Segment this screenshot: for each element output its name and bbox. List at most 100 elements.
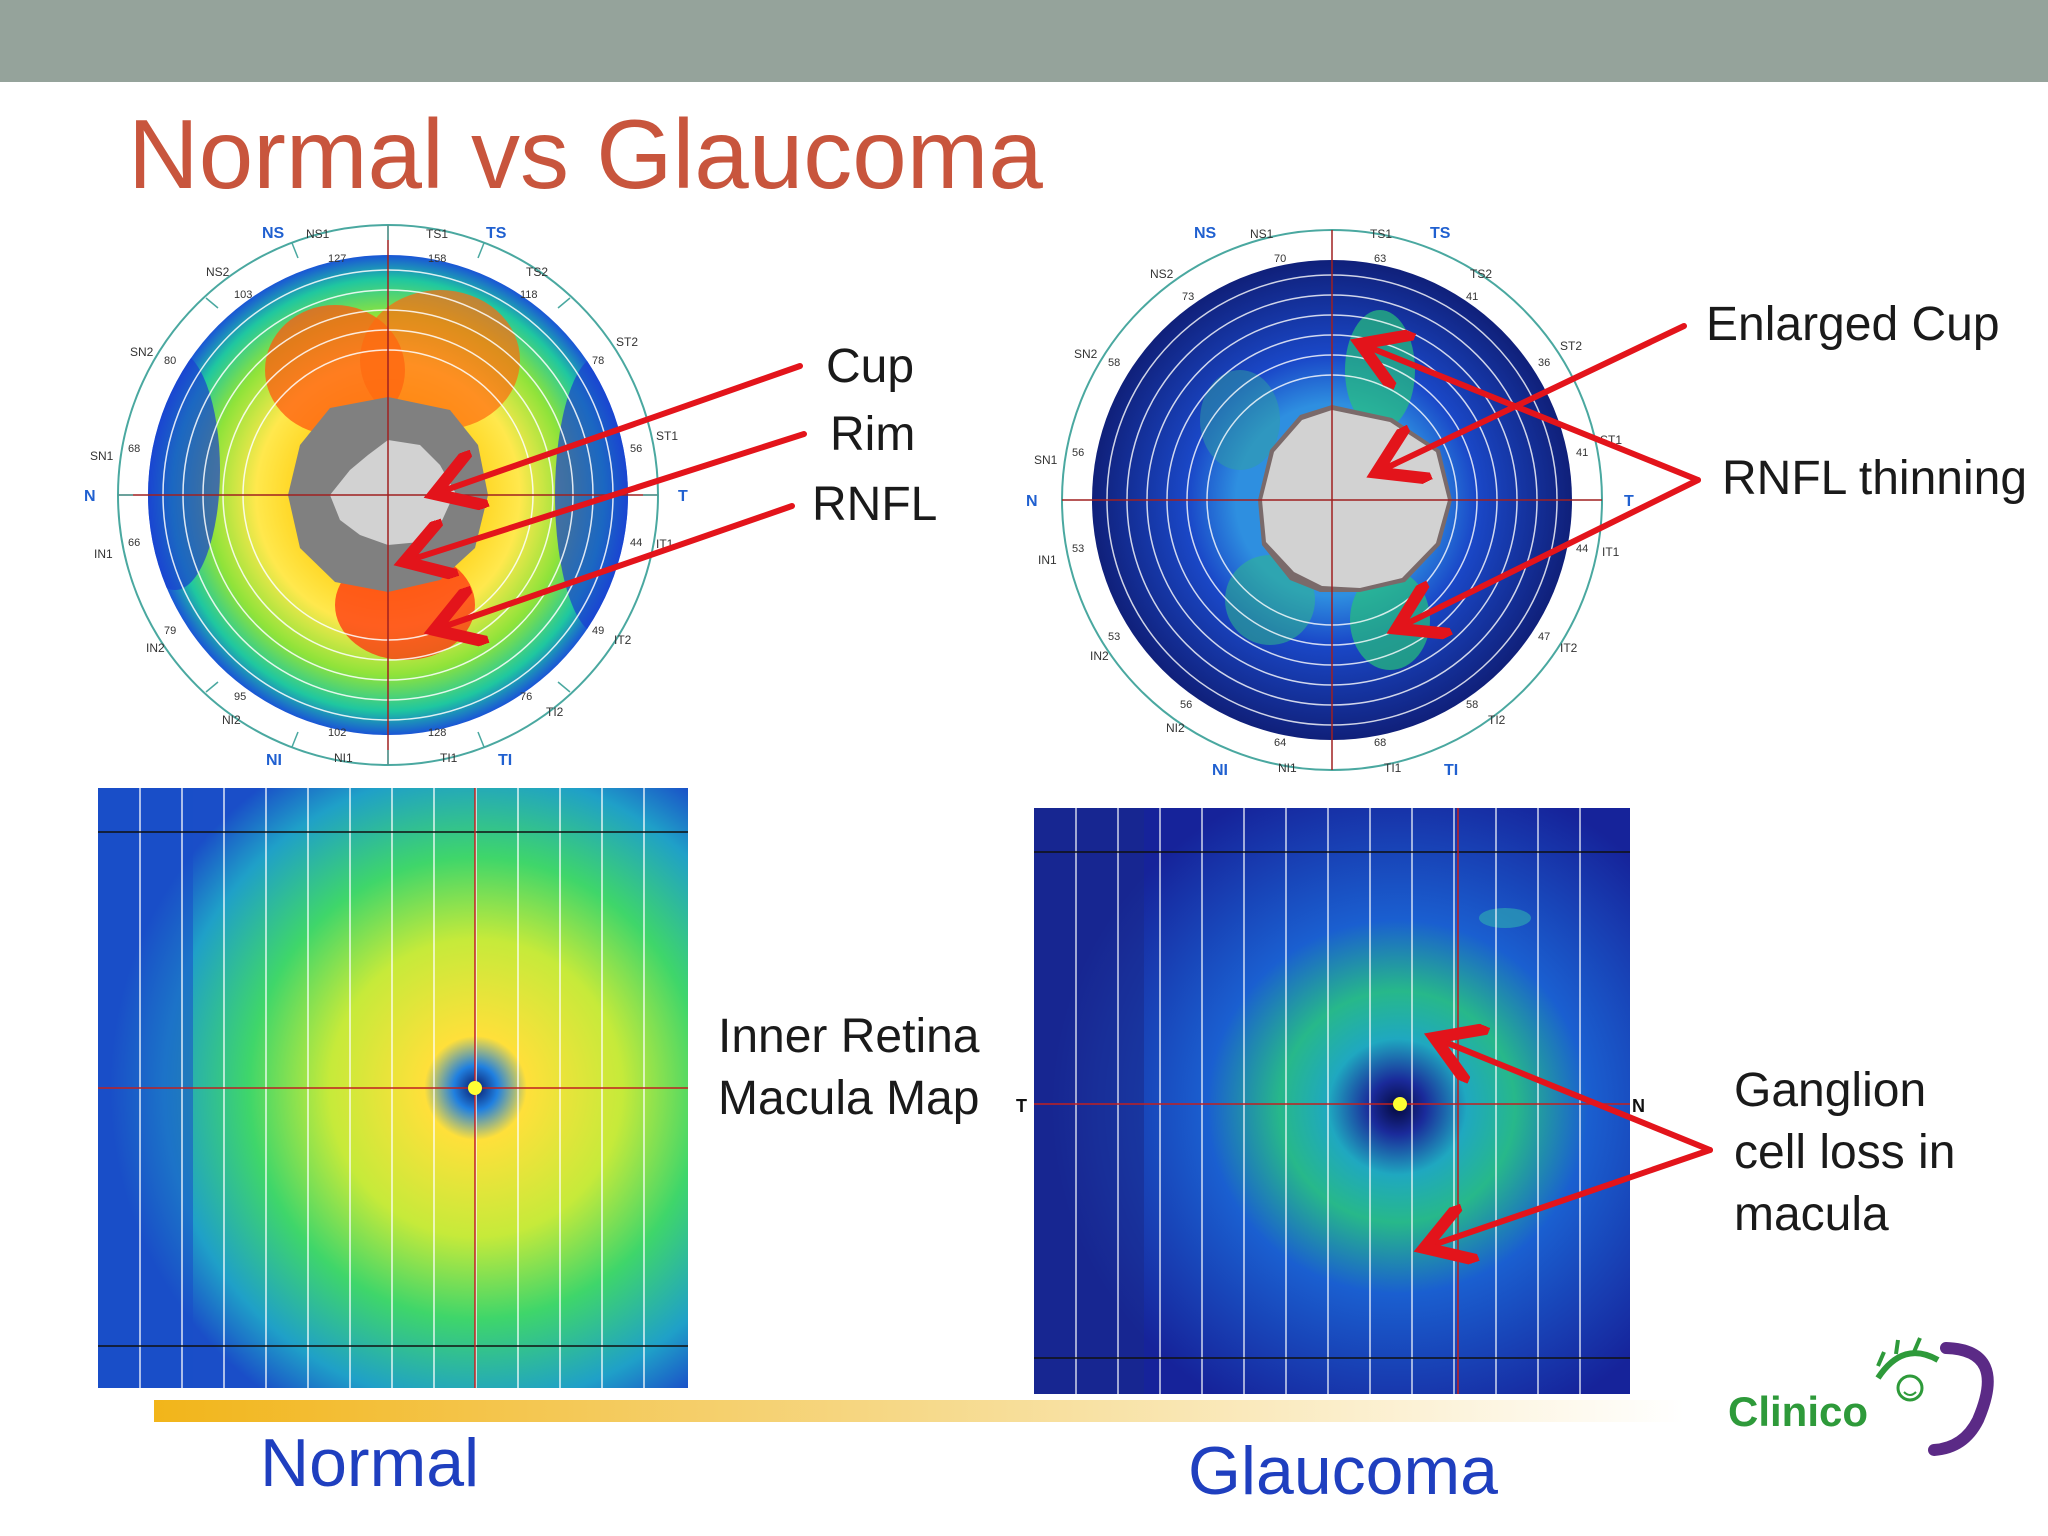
normal-sector-TS1: TS1 — [426, 227, 448, 241]
glaucoma-sector-SN2: SN2 — [1074, 347, 1098, 361]
normal-value-IT2: 49 — [592, 625, 604, 637]
normal-sector-NI2: NI2 — [222, 713, 241, 727]
glaucoma-value-NS2: 73 — [1182, 291, 1194, 303]
glaucoma-label-T: T — [1624, 493, 1634, 510]
slide-title: Normal vs Glaucoma — [128, 99, 1043, 209]
arrow-enlarged-cup — [1382, 323, 1687, 470]
glaucoma-map-label-t: T — [1016, 1096, 1027, 1116]
arrow-rnfl-thinning-upper — [1366, 346, 1701, 483]
label-enlarged-cup: Enlarged Cup — [1706, 298, 2000, 351]
glaucoma-value-TS2: 41 — [1466, 291, 1478, 303]
arrow-ganglion-lower — [1430, 1147, 1713, 1246]
normal-value-TS2: 118 — [520, 289, 538, 301]
glaucoma-sector-SN1: SN1 — [1034, 453, 1058, 467]
glaucoma-label-TS: TS — [1430, 225, 1451, 242]
normal-fovea-marker — [468, 1081, 482, 1095]
glaucoma-sector-TI2: TI2 — [1488, 713, 1506, 727]
normal-label-NS: NS — [262, 225, 285, 242]
glaucoma-sector-IN1: IN1 — [1038, 553, 1057, 567]
normal-value-IN2: 79 — [164, 625, 176, 637]
glaucoma-sector-ST2: ST2 — [1560, 339, 1582, 353]
normal-sector-NI1: NI1 — [334, 751, 353, 765]
normal-label-N: N — [84, 488, 96, 505]
caption-underline-bar — [154, 1400, 1684, 1422]
glaucoma-sector-TI1: TI1 — [1384, 761, 1402, 775]
normal-value-IN1: 66 — [128, 537, 140, 549]
annotation-arrows — [410, 323, 1713, 1246]
arrow-rnfl — [440, 503, 795, 628]
normal-sector-ticks — [118, 225, 658, 765]
normal-sector-IN2: IN2 — [146, 641, 165, 655]
glaucoma-value-SN2: 58 — [1108, 357, 1120, 369]
normal-value-SN2: 80 — [164, 355, 176, 367]
arrow-rnfl-thinning-lower — [1402, 477, 1701, 626]
glaucoma-value-IT2: 47 — [1538, 631, 1550, 643]
normal-label-T: T — [678, 488, 688, 505]
caption-glaucoma: Glaucoma — [1188, 1433, 1498, 1509]
glaucoma-sector-IT2: IT2 — [1560, 641, 1578, 655]
glaucoma-value-NI1: 64 — [1274, 737, 1286, 749]
normal-value-TS1: 158 — [428, 253, 446, 265]
logo-text: Clinico — [1728, 1388, 1869, 1435]
normal-value-NS1: 127 — [328, 253, 346, 265]
normal-value-IT1: 44 — [630, 537, 642, 549]
glaucoma-map-label-n: N — [1632, 1096, 1645, 1116]
label-rnfl: RNFL — [812, 478, 938, 531]
label-macula-map: Macula Map — [718, 1072, 980, 1125]
label-cup: Cup — [826, 340, 915, 393]
glaucoma-value-SN1: 56 — [1072, 447, 1084, 459]
glaucoma-value-TI2: 58 — [1466, 699, 1478, 711]
normal-sector-ST1: ST1 — [656, 429, 678, 443]
arrow-rim — [410, 431, 807, 560]
normal-label-TI: TI — [498, 752, 512, 769]
glaucoma-value-IN2: 53 — [1108, 631, 1120, 643]
normal-value-TI2: 76 — [520, 691, 532, 703]
normal-sector-SN2: SN2 — [130, 345, 154, 359]
normal-value-SN1: 68 — [128, 443, 140, 455]
arrow-ganglion-upper — [1440, 1040, 1713, 1153]
glaucoma-sector-NS1: NS1 — [1250, 227, 1274, 241]
glaucoma-value-NS1: 70 — [1274, 253, 1286, 265]
glaucoma-label-NI: NI — [1212, 762, 1228, 779]
glaucoma-sector-IN2: IN2 — [1090, 649, 1109, 663]
normal-label-NI: NI — [266, 752, 282, 769]
glaucoma-macula-gridlines — [1075, 808, 1581, 1394]
glaucoma-disc-diagram: NS TS N T NI TI NS1 TS1 NS2 TS2 ST2 SN2 … — [1026, 225, 1634, 779]
normal-sector-SN1: SN1 — [90, 449, 114, 463]
glaucoma-value-IT1: 44 — [1576, 543, 1588, 555]
glaucoma-sector-NS2: NS2 — [1150, 267, 1174, 281]
normal-sector-TS2: TS2 — [526, 265, 548, 279]
glaucoma-value-ST1: 41 — [1576, 447, 1588, 459]
normal-value-NI2: 95 — [234, 691, 246, 703]
normal-value-NS2: 103 — [234, 289, 252, 301]
glaucoma-sector-NI1: NI1 — [1278, 761, 1297, 775]
glaucoma-label-NS: NS — [1194, 225, 1217, 242]
normal-sector-NS1: NS1 — [306, 227, 330, 241]
label-inner-retina: Inner Retina — [718, 1010, 980, 1063]
glaucoma-label-TI: TI — [1444, 762, 1458, 779]
normal-label-TS: TS — [486, 225, 507, 242]
logo-mark-icon — [1875, 1337, 1994, 1456]
glaucoma-sector-TS1: TS1 — [1370, 227, 1392, 241]
label-rnfl-thinning: RNFL thinning — [1722, 452, 2028, 505]
glaucoma-label-N: N — [1026, 493, 1038, 510]
glaucoma-sector-TS2: TS2 — [1470, 267, 1492, 281]
glaucoma-fovea-marker — [1393, 1097, 1407, 1111]
normal-sector-ST2: ST2 — [616, 335, 638, 349]
glaucoma-sector-IT1: IT1 — [1602, 545, 1620, 559]
caption-normal: Normal — [260, 1425, 480, 1501]
label-rim: Rim — [830, 408, 916, 461]
normal-sector-IT2: IT2 — [614, 633, 632, 647]
glaucoma-macula-map: T N — [1016, 808, 1645, 1394]
label-cell-loss-in: cell loss in — [1734, 1126, 1956, 1179]
glaucoma-value-TS1: 63 — [1374, 253, 1386, 265]
normal-value-ST2: 78 — [592, 355, 604, 367]
clinico-logo: Clinico — [1728, 1330, 2008, 1460]
normal-macula-map — [98, 788, 688, 1388]
normal-sector-TI2: TI2 — [546, 705, 564, 719]
arrow-cup — [440, 363, 803, 492]
normal-value-ST1: 56 — [630, 443, 642, 455]
label-macula: macula — [1734, 1188, 1889, 1241]
normal-value-TI1: 128 — [428, 727, 446, 739]
